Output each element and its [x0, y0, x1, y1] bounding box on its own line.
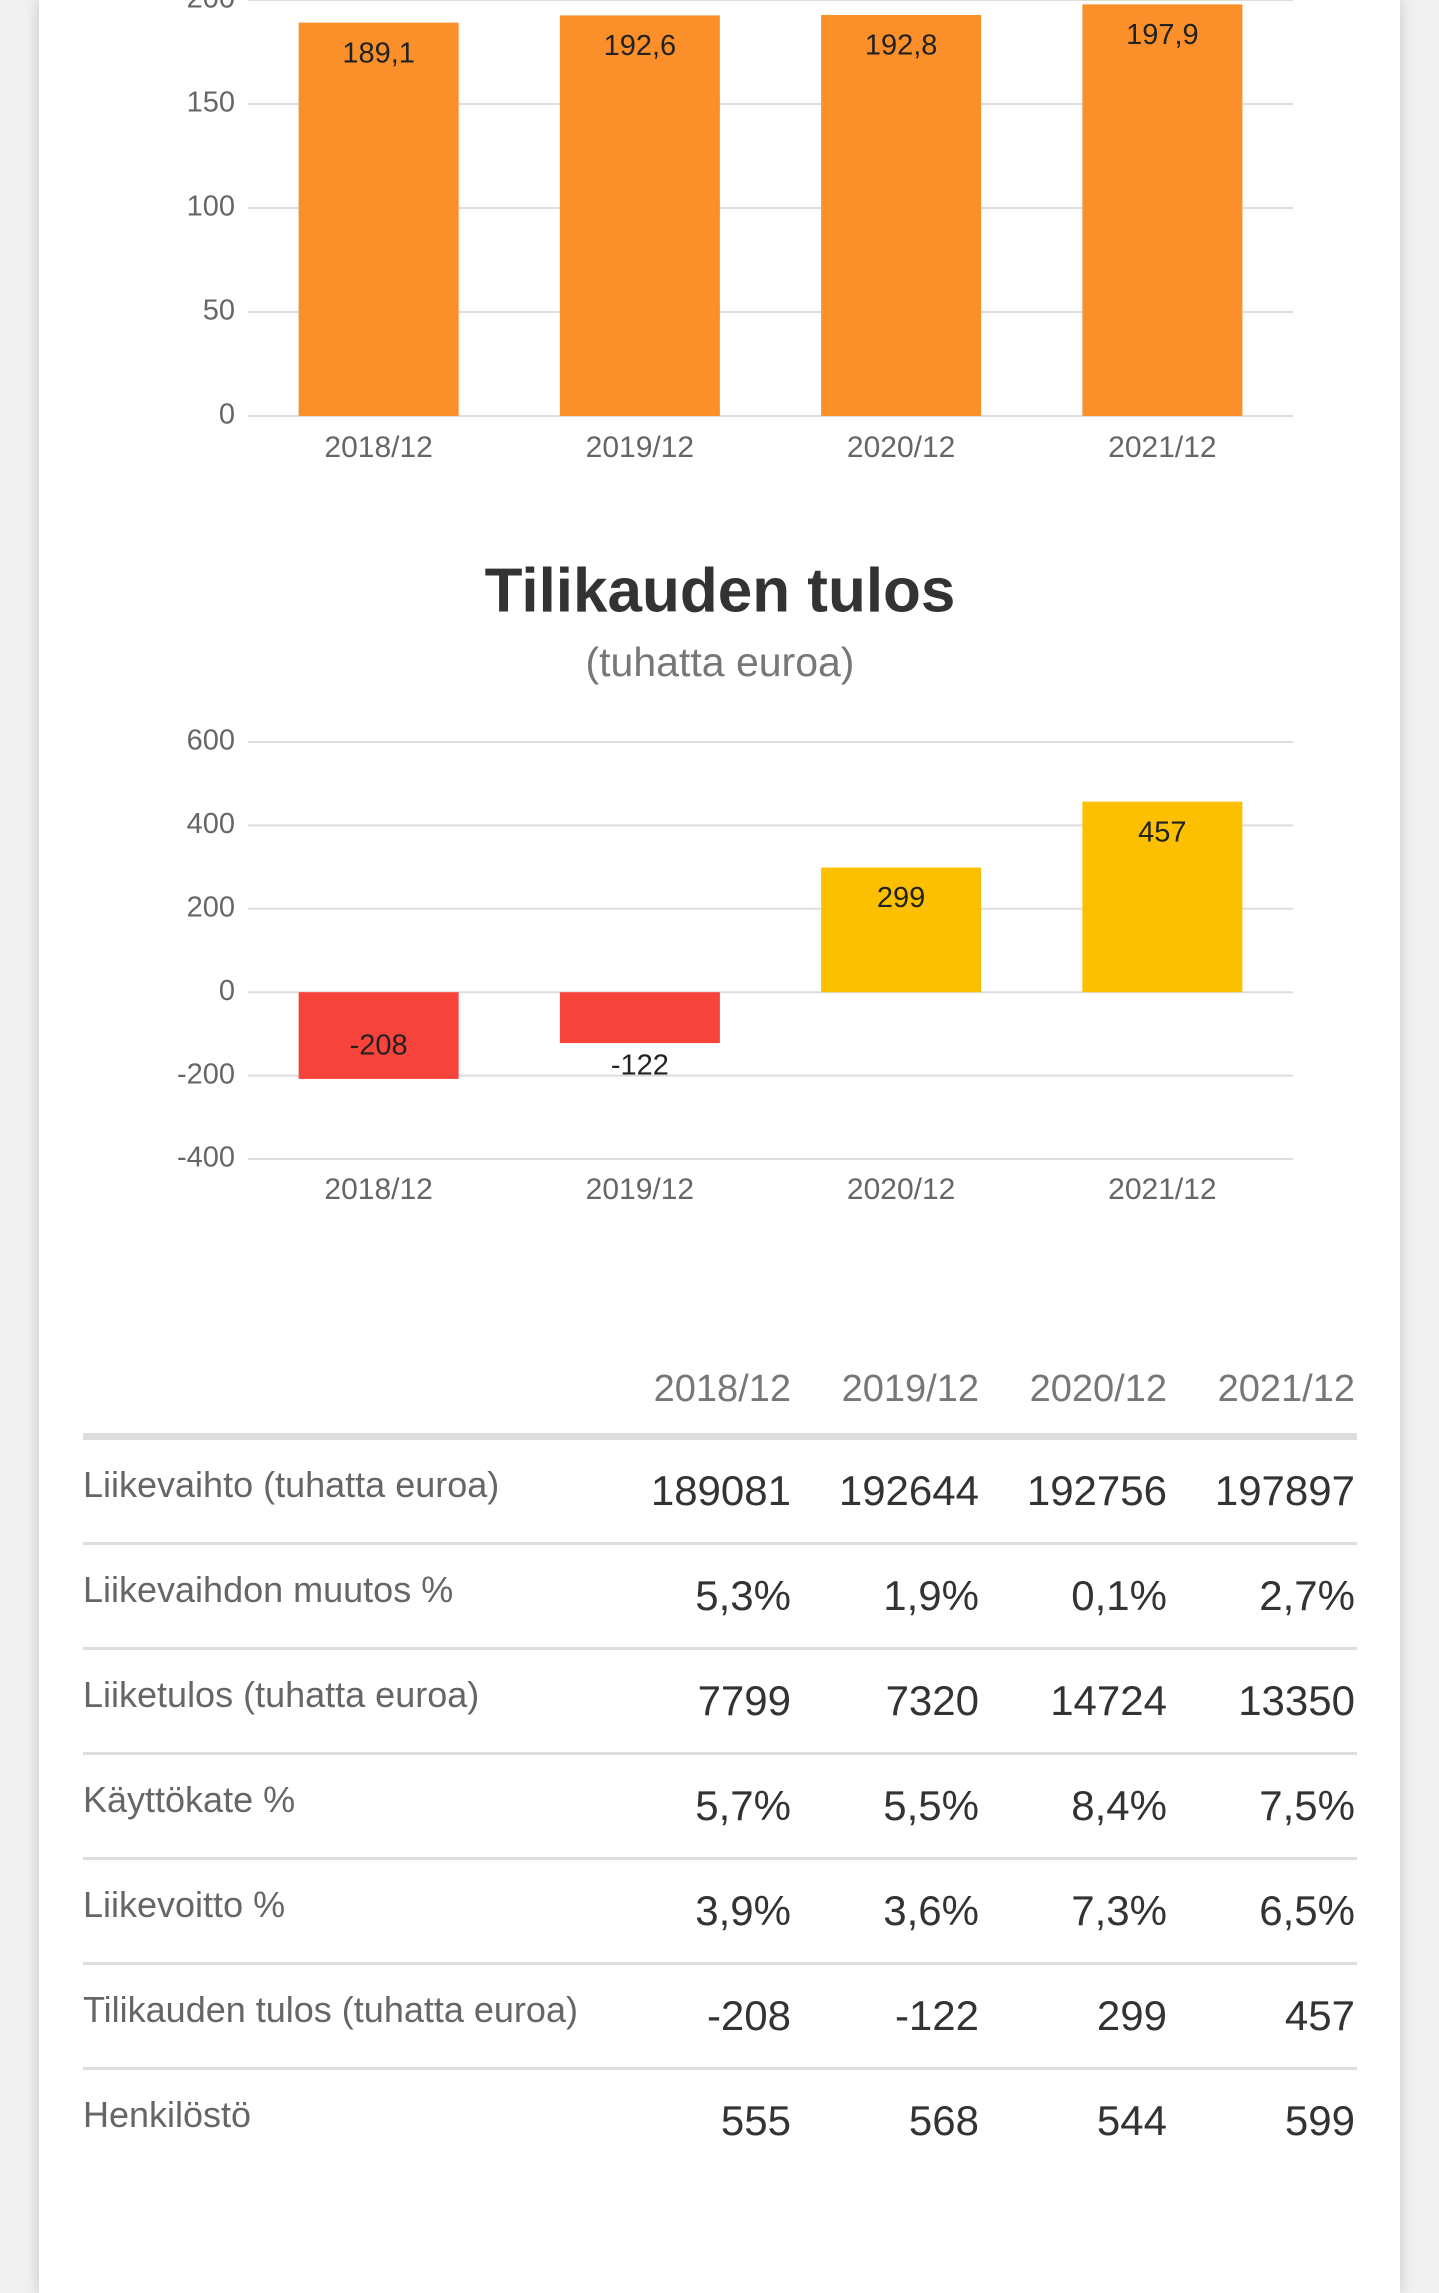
chart-title: Tilikauden tulos	[485, 556, 956, 625]
table-row: Käyttökate % 5,7% 5,5% 8,4% 7,5%	[83, 1755, 1357, 1860]
cell-value: 555	[720, 2097, 791, 2144]
cell-value: 13350	[1238, 1677, 1355, 1724]
value-label: 197,9	[1126, 19, 1199, 51]
cell-value: -122	[894, 1992, 979, 2039]
cell-value: 189081	[650, 1467, 791, 1514]
bar	[1082, 801, 1243, 993]
x-tick-label: 2020/12	[847, 1173, 955, 1206]
charts: Tilikauden tulos (tuhatta euroa) 0 50 100 1…	[177, 0, 1293, 1206]
cell-value: 5,7%	[695, 1782, 791, 1829]
bar	[298, 992, 459, 1079]
cell-value: 7799	[697, 1677, 791, 1724]
column-header: 2021/12	[1217, 1367, 1355, 1410]
cell-value: 5,5%	[883, 1782, 979, 1829]
bar	[559, 15, 720, 417]
x-tick-label: 2019/12	[586, 1173, 694, 1206]
y-tick-label: -200	[177, 1058, 235, 1090]
table-header: 2018/12 2019/12 2020/12 2021/12	[83, 1345, 1357, 1440]
cell-value: 5,3%	[695, 1572, 791, 1619]
cell-value: 568	[908, 2097, 979, 2144]
cell-value: 7,3%	[1071, 1887, 1167, 1934]
x-tick-label: 2018/12	[324, 431, 432, 464]
row-label: Käyttökate %	[83, 1779, 296, 1820]
cell-value: 6,5%	[1259, 1887, 1355, 1934]
y-tick-label: 200	[187, 891, 235, 923]
cell-value: 457	[1284, 1992, 1355, 2039]
table-row: Henkilöstö 555 568 544 599	[83, 2070, 1357, 2172]
y-tick-label: 0	[219, 975, 235, 1007]
y-tick-label: -400	[177, 1142, 235, 1174]
y-tick-label: 400	[187, 808, 235, 840]
value-label: 457	[1138, 816, 1186, 848]
cell-value: 7320	[885, 1677, 979, 1724]
row-label: Liiketulos (tuhatta euroa)	[83, 1674, 480, 1715]
x-tick-label: 2020/12	[847, 431, 955, 464]
table-row: Liikevaihto (tuhatta euroa) 189081 192644 1…	[83, 1440, 1357, 1545]
value-label: 189,1	[342, 37, 415, 69]
cell-value: 3,9%	[695, 1887, 791, 1934]
cell-value: 2,7%	[1259, 1572, 1355, 1619]
row-label: Tilikauden tulos (tuhatta euroa)	[83, 1989, 578, 2030]
row-label: Liikevoitto %	[83, 1884, 286, 1925]
cell-value: 192756	[1026, 1467, 1167, 1514]
y-tick-label: 100	[187, 191, 235, 223]
table: 2018/12 2019/12 2020/12 2021/12 Liikevaihto …	[83, 1345, 1357, 2172]
cell-value: 299	[1096, 1992, 1167, 2039]
cell-value: 192644	[838, 1467, 979, 1514]
cell-value: 8,4%	[1071, 1782, 1167, 1829]
y-tick-label: 50	[203, 295, 235, 327]
column-header: 2020/12	[1029, 1367, 1167, 1410]
table-row: Liikevaihdon muutos % 5,3% 1,9% 0,1% 2,7%	[83, 1545, 1357, 1650]
row-label: Henkilöstö	[83, 2094, 252, 2135]
x-tick-label: 2021/12	[1108, 431, 1216, 464]
cell-value: 544	[1096, 2097, 1167, 2144]
value-label: 192,8	[865, 30, 938, 62]
y-tick-label: 600	[187, 725, 235, 757]
table-row: Liiketulos (tuhatta euroa) 7799 7320 14724 1…	[83, 1650, 1357, 1755]
table-row: Liikevoitto % 3,9% 3,6% 7,3% 6,5%	[83, 1860, 1357, 1965]
cell-value: 0,1%	[1071, 1572, 1167, 1619]
bar	[1082, 4, 1243, 416]
column-header: 2019/12	[841, 1367, 979, 1410]
cell-value: 7,5%	[1259, 1782, 1355, 1829]
x-tick-label: 2018/12	[324, 1173, 432, 1206]
bar	[821, 14, 982, 416]
y-tick-label: 0	[219, 399, 235, 431]
cell-value: 3,6%	[883, 1887, 979, 1934]
value-label: -208	[350, 1030, 408, 1062]
table-row: Tilikauden tulos (tuhatta euroa) -208 -122…	[83, 1965, 1357, 2070]
x-tick-label: 2019/12	[586, 431, 694, 464]
chart-subtitle: (tuhatta euroa)	[586, 639, 855, 685]
value-label: 299	[877, 882, 925, 914]
bar	[298, 22, 459, 417]
cell-value: 197897	[1214, 1467, 1355, 1514]
bar	[821, 867, 982, 993]
value-label: -122	[611, 1050, 669, 1082]
y-tick-label: 200	[187, 0, 235, 15]
cell-value: -208	[706, 1992, 791, 2039]
bar	[559, 992, 720, 1044]
x-tick-label: 2021/12	[1108, 1173, 1216, 1206]
row-label: Liikevaihto (tuhatta euroa)	[83, 1464, 500, 1505]
column-header: 2018/12	[653, 1367, 791, 1410]
cell-value: 1,9%	[883, 1572, 979, 1619]
y-tick-label: 150	[187, 87, 235, 119]
cell-value: 14724	[1050, 1677, 1167, 1724]
cell-value: 599	[1284, 2097, 1355, 2144]
row-label: Liikevaihdon muutos %	[83, 1569, 454, 1610]
value-label: 192,6	[604, 30, 677, 62]
